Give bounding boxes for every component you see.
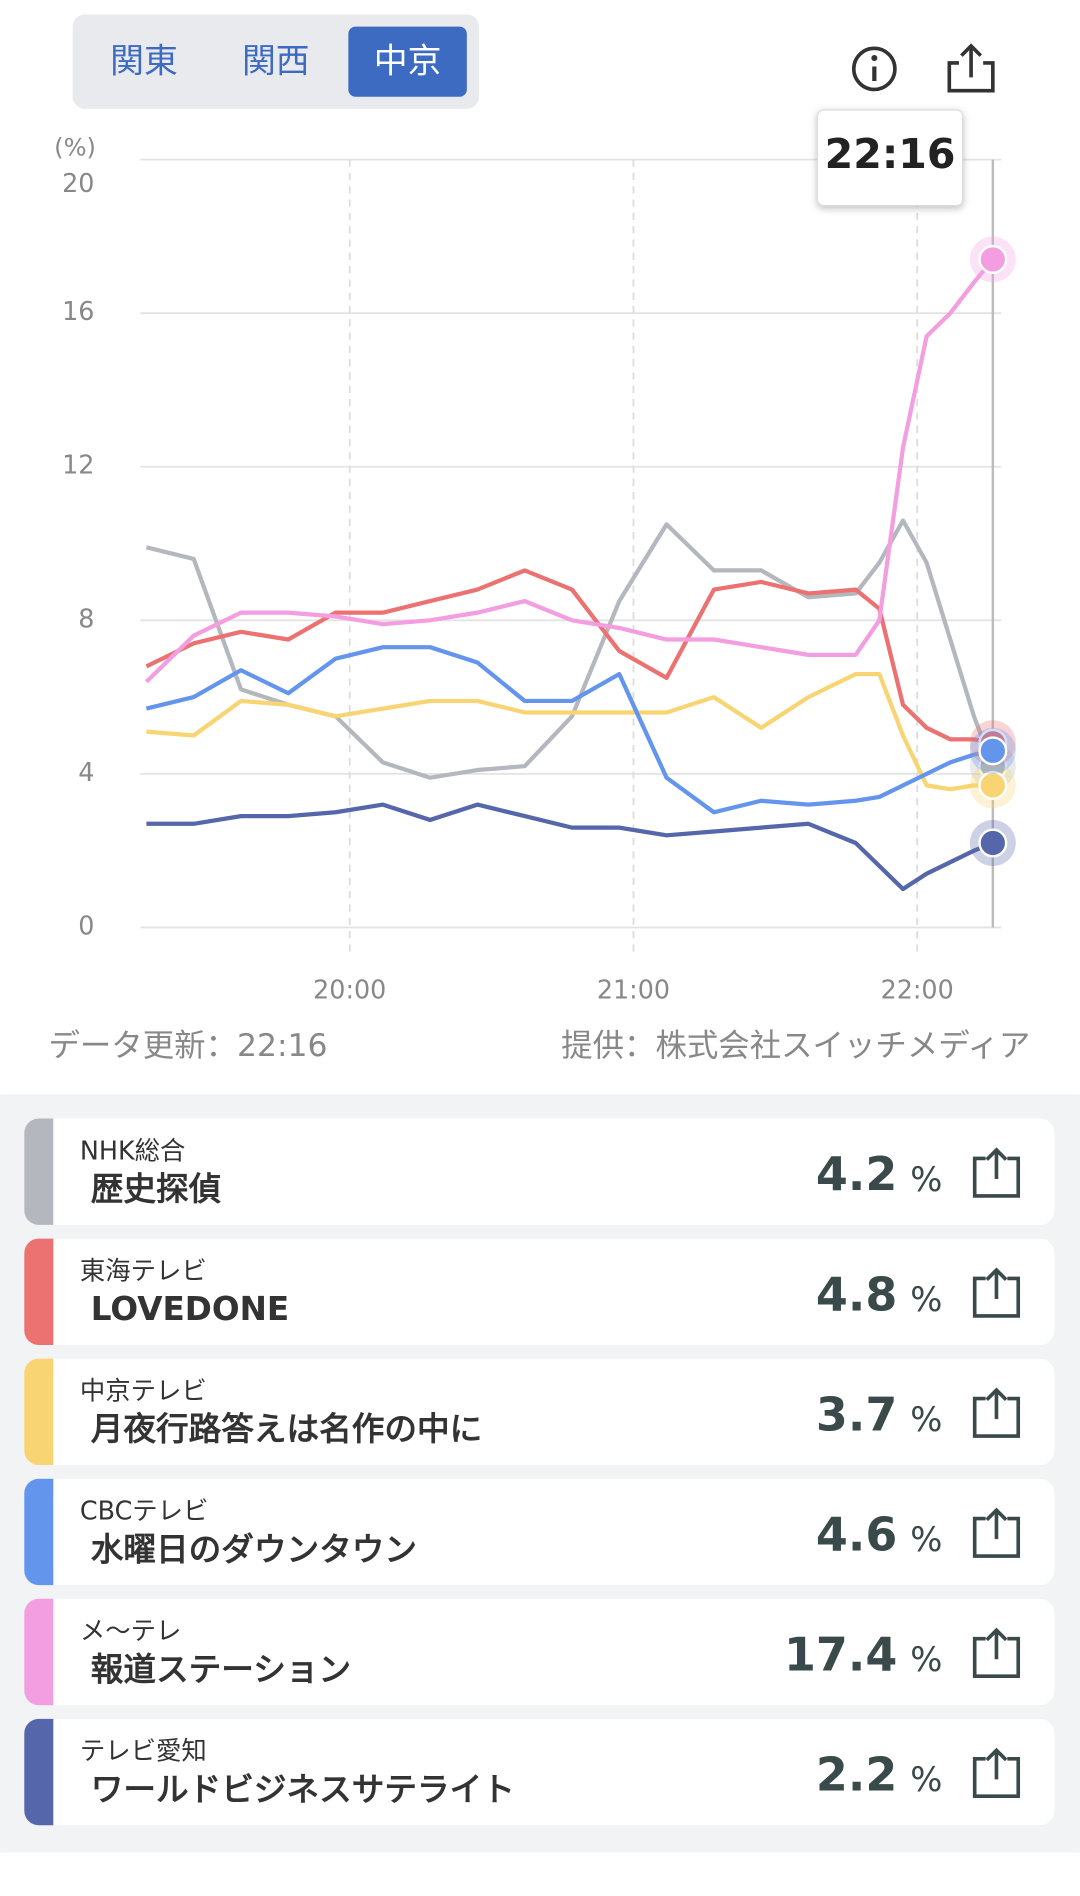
card bbox=[24, 1718, 1055, 1826]
color-bar bbox=[24, 1238, 54, 1345]
share-unit: % bbox=[910, 1760, 942, 1799]
share-value: 3.7 bbox=[816, 1387, 897, 1441]
tab[interactable]: 関東 bbox=[110, 41, 178, 80]
series-line bbox=[144, 258, 995, 684]
end-dot bbox=[978, 244, 1008, 274]
x-tick-label: 20:00 bbox=[313, 975, 386, 1005]
share-value: 2.2 bbox=[816, 1748, 897, 1802]
share-value: 4.2 bbox=[816, 1147, 897, 1201]
channel-name: CBCテレビ bbox=[80, 1496, 209, 1526]
program-name: 水曜日のダウンタウン bbox=[91, 1530, 417, 1568]
share-unit: % bbox=[910, 1640, 942, 1679]
channel-name: 東海テレビ bbox=[80, 1255, 207, 1285]
channel-name: NHK総合 bbox=[80, 1135, 185, 1165]
color-bar bbox=[24, 1718, 54, 1826]
y-tick-label: 8 bbox=[78, 603, 94, 633]
series-line bbox=[145, 518, 995, 780]
end-dot bbox=[978, 770, 1008, 800]
info-icon[interactable] bbox=[851, 46, 897, 92]
program-name: 報道ステーション bbox=[91, 1650, 351, 1688]
card bbox=[24, 1358, 1055, 1466]
update-time: データ更新：22:16 bbox=[48, 1028, 327, 1064]
y-tick-label: 16 bbox=[62, 296, 94, 326]
color-bar bbox=[24, 1118, 54, 1225]
y-tick-label: 0 bbox=[78, 910, 94, 940]
share-button[interactable] bbox=[972, 1747, 1021, 1799]
x-tick-label: 22:00 bbox=[881, 975, 954, 1005]
channel-name: 中京テレビ bbox=[80, 1375, 207, 1405]
color-bar bbox=[24, 1358, 54, 1466]
series-line bbox=[145, 568, 994, 746]
share-button[interactable] bbox=[972, 1387, 1021, 1438]
tooltip-box bbox=[816, 109, 964, 207]
card bbox=[24, 1238, 1055, 1345]
color-bar bbox=[24, 1598, 54, 1706]
series-line bbox=[145, 645, 994, 815]
share-unit: % bbox=[910, 1400, 942, 1439]
y-tick-label: 4 bbox=[78, 757, 94, 787]
share-unit: % bbox=[910, 1520, 942, 1559]
tab[interactable]: 中京 bbox=[374, 41, 442, 80]
share-button[interactable] bbox=[972, 1147, 1021, 1198]
program-name: 月夜行路答えは名作の中に bbox=[91, 1410, 483, 1448]
share-button[interactable] bbox=[972, 1267, 1021, 1318]
channel-name: テレビ愛知 bbox=[80, 1736, 207, 1766]
card bbox=[24, 1478, 1055, 1586]
share-button[interactable] bbox=[972, 1627, 1021, 1678]
card bbox=[24, 1118, 1055, 1225]
source: 提供：株式会社スイッチメディア bbox=[561, 1028, 1030, 1064]
share-value: 4.8 bbox=[816, 1267, 897, 1321]
share-icon[interactable] bbox=[947, 43, 995, 93]
color-bar bbox=[24, 1478, 54, 1586]
y-tick-label: 20 bbox=[62, 168, 94, 198]
y-tick-label: 12 bbox=[62, 450, 94, 480]
share-unit: % bbox=[910, 1160, 942, 1199]
series-line bbox=[146, 802, 994, 892]
end-dot bbox=[978, 736, 1008, 766]
channel-card: 東海テレビ LOVEDONE 4.8% bbox=[24, 1238, 1055, 1345]
program-name: ワールドビジネスサテライト bbox=[91, 1770, 515, 1808]
card bbox=[24, 1598, 1055, 1706]
program-name: LOVEDONE bbox=[91, 1290, 289, 1328]
share-value: 4.6 bbox=[816, 1507, 897, 1561]
share-button[interactable] bbox=[972, 1507, 1021, 1558]
end-dot bbox=[978, 828, 1008, 858]
x-tick-label: 21:00 bbox=[597, 975, 670, 1005]
y-unit: (%) bbox=[54, 134, 96, 162]
series-line bbox=[146, 671, 993, 792]
tooltip-text: 22:16 bbox=[825, 130, 956, 178]
channel-name: メ〜テレ bbox=[80, 1616, 181, 1646]
share-value: 17.4 bbox=[784, 1628, 897, 1682]
share-unit: % bbox=[910, 1280, 942, 1319]
tab-selected bbox=[348, 26, 467, 97]
tab[interactable]: 関西 bbox=[242, 41, 310, 80]
program-name: 歴史探偵 bbox=[91, 1170, 222, 1208]
